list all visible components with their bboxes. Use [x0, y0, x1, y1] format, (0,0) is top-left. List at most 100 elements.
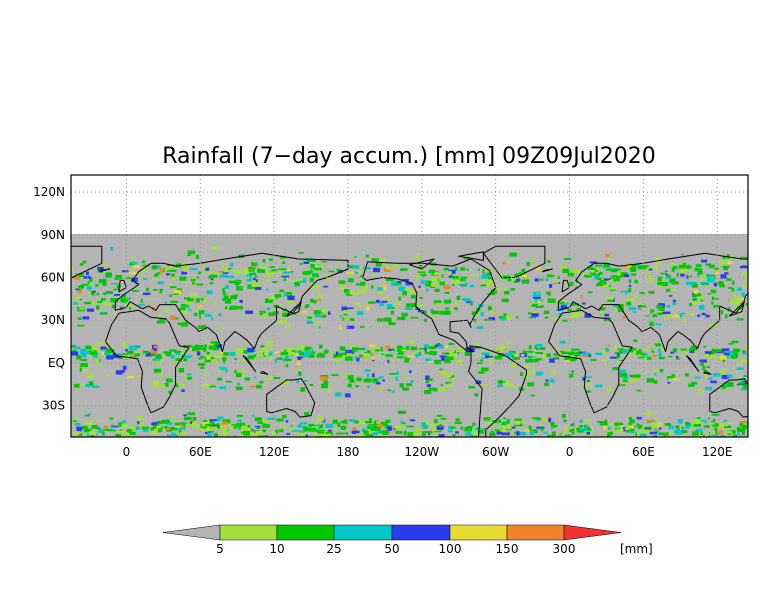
- rain-cell: [363, 353, 371, 357]
- rain-cell: [86, 284, 95, 287]
- rain-cell: [213, 433, 218, 437]
- rain-cell: [272, 346, 275, 350]
- rain-cell: [630, 429, 635, 434]
- rain-cell: [391, 348, 395, 351]
- rain-cell: [366, 306, 370, 311]
- rain-cell: [480, 312, 484, 317]
- rain-cell: [424, 318, 427, 322]
- rain-cell: [657, 276, 662, 282]
- rain-cell: [402, 290, 407, 296]
- rain-cell: [265, 280, 271, 282]
- rain-cell: [618, 275, 623, 278]
- rain-cell: [726, 254, 730, 259]
- rain-cell: [460, 426, 464, 430]
- rain-cell: [711, 289, 717, 294]
- rain-cell: [685, 373, 689, 377]
- rain-cell: [385, 264, 388, 268]
- rain-cell: [325, 423, 334, 428]
- rain-cell: [476, 326, 484, 329]
- rain-cell: [74, 296, 81, 301]
- rain-cell: [692, 431, 699, 436]
- rain-cell: [166, 269, 175, 272]
- rain-cell: [450, 373, 453, 377]
- rain-cell: [275, 429, 279, 434]
- rain-cell: [430, 309, 434, 313]
- rain-cell: [441, 356, 446, 361]
- rain-cell: [514, 423, 523, 427]
- rain-cell: [658, 308, 662, 311]
- rain-cell: [183, 414, 187, 417]
- rain-cell: [205, 430, 212, 435]
- rain-cell: [210, 341, 219, 346]
- rain-cell: [73, 383, 80, 388]
- rain-cell: [337, 360, 341, 364]
- rain-cell: [545, 379, 549, 382]
- rain-cell: [269, 351, 273, 356]
- rain-cell: [692, 302, 699, 305]
- rain-cell: [284, 355, 289, 360]
- rain-cell: [464, 427, 473, 432]
- rain-cell: [540, 427, 544, 432]
- rain-cell: [340, 286, 347, 289]
- rain-cell: [306, 268, 314, 272]
- rain-cell: [649, 431, 657, 435]
- rain-cell: [75, 273, 79, 276]
- rain-cell: [183, 313, 188, 316]
- rain-cell: [257, 435, 265, 437]
- rain-cell: [248, 269, 255, 272]
- rain-cell: [285, 420, 289, 423]
- rain-cell: [622, 427, 627, 432]
- rain-cell: [658, 427, 662, 430]
- rain-cell: [209, 282, 214, 285]
- rain-cell: [358, 354, 363, 358]
- rain-cell: [222, 432, 229, 437]
- rain-cell: [197, 346, 200, 350]
- rain-cell: [313, 310, 320, 315]
- rain-cell: [321, 309, 328, 313]
- rain-cell: [692, 283, 698, 288]
- rain-cell: [439, 424, 442, 428]
- rain-cell: [208, 275, 212, 279]
- rain-cell: [79, 263, 84, 266]
- rain-cell: [687, 422, 692, 428]
- rain-cell: [149, 298, 154, 301]
- rain-cell: [534, 278, 539, 282]
- rain-cell: [524, 374, 530, 379]
- rain-cell: [717, 424, 725, 428]
- rain-cell: [567, 308, 572, 312]
- rain-cell: [506, 419, 510, 424]
- rain-cell: [696, 273, 701, 277]
- rain-cell: [281, 384, 288, 386]
- rain-cell: [273, 294, 278, 299]
- rain-cell: [152, 380, 160, 385]
- rain-cell: [711, 434, 718, 437]
- rain-cell: [551, 431, 556, 435]
- rain-cell: [489, 311, 497, 314]
- rain-cell: [480, 284, 486, 287]
- rain-cell: [129, 261, 138, 265]
- rain-cell: [206, 351, 210, 355]
- rain-cell: [368, 301, 376, 304]
- rain-cell: [375, 262, 382, 267]
- rain-cell: [597, 421, 602, 423]
- rain-cell: [441, 274, 444, 278]
- rain-cell: [699, 268, 703, 271]
- rain-cell: [617, 348, 624, 351]
- rain-cell: [152, 383, 159, 387]
- rain-cell: [475, 380, 482, 385]
- rain-cell: [315, 264, 323, 269]
- rain-cell: [270, 439, 274, 442]
- rain-cell: [530, 350, 534, 353]
- rain-cell: [655, 411, 659, 414]
- rain-cell: [97, 300, 102, 304]
- rain-cell: [687, 275, 691, 280]
- rain-cell: [653, 420, 656, 423]
- rain-cell: [562, 268, 569, 274]
- rain-cell: [359, 420, 365, 425]
- rain-cell: [716, 357, 723, 361]
- rain-cell: [183, 358, 188, 362]
- rain-cell: [152, 425, 157, 429]
- rain-cell: [594, 275, 600, 280]
- rain-cell: [695, 351, 698, 355]
- rain-cell: [255, 286, 262, 290]
